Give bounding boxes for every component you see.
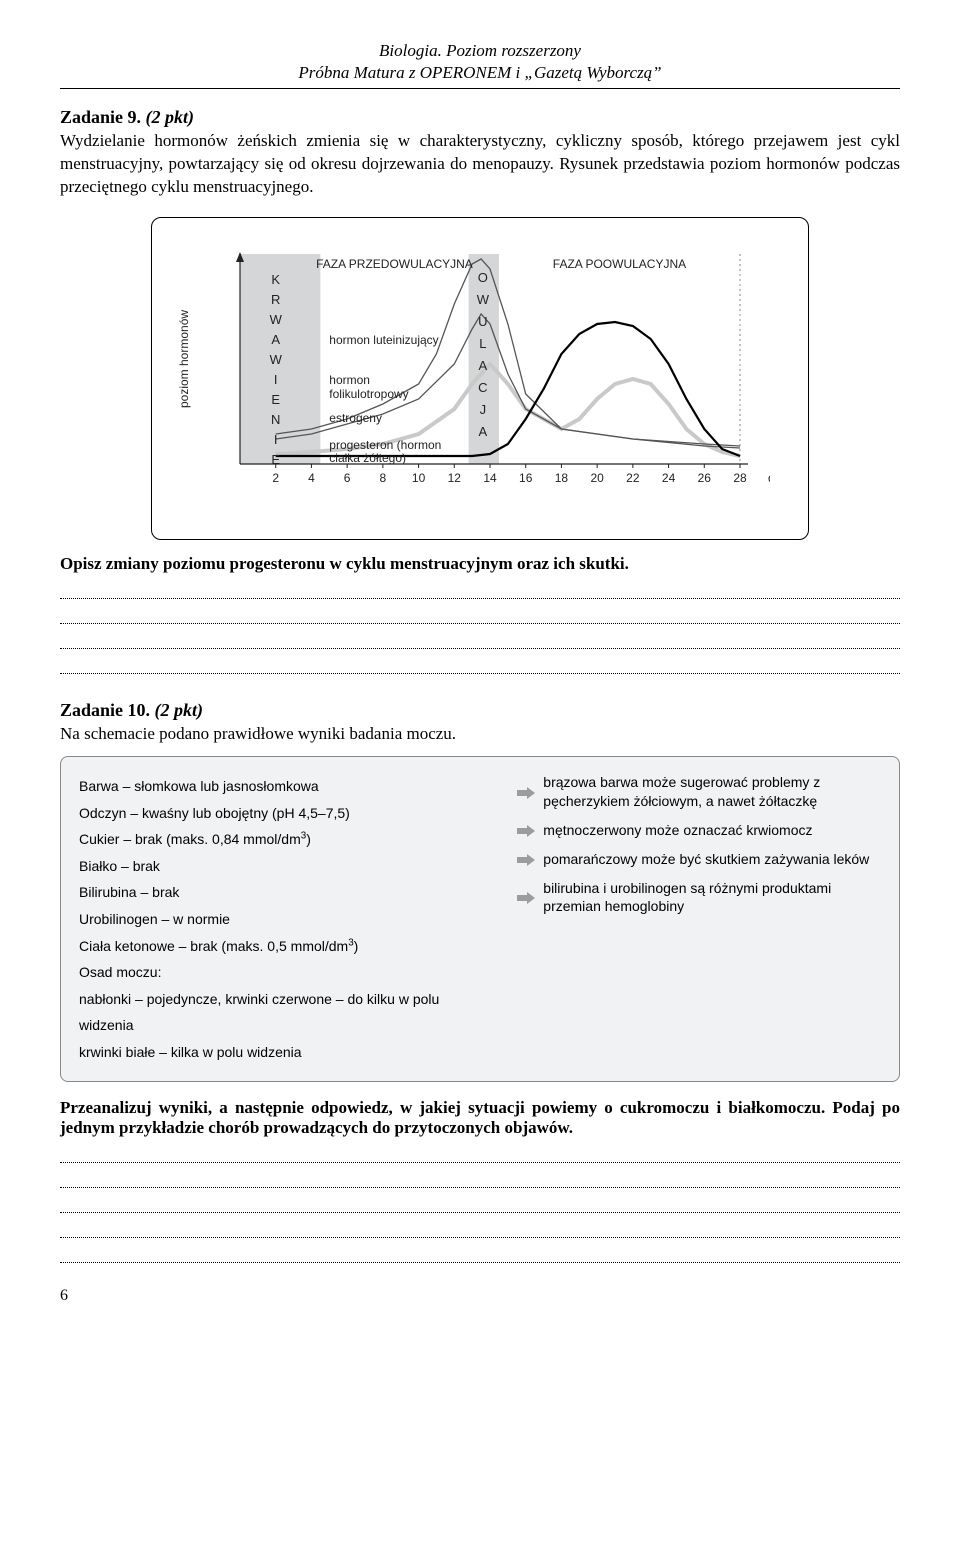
svg-text:FAZA PRZEDOWULACYJNA: FAZA PRZEDOWULACYJNA (316, 257, 473, 271)
answer-line (60, 1144, 900, 1163)
svg-text:progesteron (hormon: progesteron (hormon (329, 438, 441, 452)
urine-note: bilirubina i urobilinogen są różnymi pro… (517, 879, 881, 917)
urine-note-text: bilirubina i urobilinogen są różnymi pro… (543, 879, 881, 917)
task9-title: Zadanie 9. (2 pkt) (60, 107, 900, 128)
urine-right-column: brązowa barwa może sugerować problemy z … (517, 773, 881, 1066)
svg-text:22: 22 (626, 471, 640, 485)
answer-line (60, 1244, 900, 1263)
task9-body: Wydzielanie hormonów żeńskich zmienia si… (60, 130, 900, 199)
task10-title-text: Zadanie 10. (60, 700, 150, 720)
svg-text:W: W (477, 292, 490, 307)
answer-line (60, 1219, 900, 1238)
urine-results-frame: Barwa – słomkowa lub jasnosłomkowaOdczyn… (60, 756, 900, 1083)
answer-line (60, 655, 900, 674)
arrow-right-icon (517, 823, 535, 840)
svg-text:dni cyklu: dni cyklu (768, 471, 770, 485)
svg-text:12: 12 (448, 471, 462, 485)
svg-text:10: 10 (412, 471, 426, 485)
svg-text:14: 14 (483, 471, 497, 485)
svg-text:hormon luteinizujący: hormon luteinizujący (329, 333, 438, 347)
task10-title: Zadanie 10. (2 pkt) (60, 700, 900, 721)
svg-text:A: A (479, 358, 488, 373)
urine-note-text: mętnoczerwony może oznaczać krwiomocz (543, 821, 812, 840)
urine-result-line: Osad moczu: (79, 959, 497, 986)
svg-text:ciałka żółtego): ciałka żółtego) (329, 451, 406, 465)
answer-line (60, 605, 900, 624)
urine-result-line: krwinki białe – kilka w polu widzenia (79, 1039, 497, 1066)
svg-text:folikulotropowy: folikulotropowy (329, 387, 408, 401)
arrow-right-icon (517, 775, 535, 811)
svg-text:2: 2 (272, 471, 279, 485)
svg-text:I: I (274, 432, 278, 447)
svg-text:4: 4 (308, 471, 315, 485)
task10-body: Na schemacie podano prawidłowe wyniki ba… (60, 723, 900, 746)
svg-text:E: E (271, 452, 280, 467)
svg-text:24: 24 (662, 471, 676, 485)
urine-result-line: Bilirubina – brak (79, 879, 497, 906)
answer-line (60, 1194, 900, 1213)
urine-left-column: Barwa – słomkowa lub jasnosłomkowaOdczyn… (79, 773, 497, 1066)
svg-text:I: I (274, 372, 278, 387)
task9-title-text: Zadanie 9. (60, 107, 141, 127)
urine-note-text: brązowa barwa może sugerować problemy z … (543, 773, 881, 811)
urine-result-line: Cukier – brak (maks. 0,84 mmol/dm3) (79, 826, 497, 853)
svg-text:6: 6 (344, 471, 351, 485)
urine-result-line: Odczyn – kwaśny lub obojętny (pH 4,5–7,5… (79, 800, 497, 827)
svg-text:estrogeny: estrogeny (329, 411, 382, 425)
urine-result-line: nabłonki – pojedyncze, krwinki czerwone … (79, 986, 497, 1039)
svg-text:O: O (478, 270, 488, 285)
svg-text:W: W (270, 312, 283, 327)
svg-text:J: J (480, 402, 487, 417)
hormone-chart: 246810121416182022242628dni cyklupoziom … (170, 234, 770, 524)
svg-text:hormon: hormon (329, 373, 370, 387)
urine-note: mętnoczerwony może oznaczać krwiomocz (517, 821, 881, 840)
answer-line (60, 630, 900, 649)
task9-points: (2 pkt) (146, 107, 195, 127)
urine-result-line: Urobilinogen – w normie (79, 906, 497, 933)
svg-text:L: L (479, 336, 486, 351)
svg-text:K: K (271, 272, 280, 287)
svg-text:A: A (271, 332, 280, 347)
header-line-2: Próbna Matura z OPERONEM i „Gazetą Wybor… (60, 62, 900, 84)
svg-text:8: 8 (380, 471, 387, 485)
svg-text:18: 18 (555, 471, 569, 485)
task10-points: (2 pkt) (155, 700, 204, 720)
svg-text:W: W (270, 352, 283, 367)
urine-note: pomarańczowy może być skutkiem zażywania… (517, 850, 881, 869)
svg-text:16: 16 (519, 471, 533, 485)
svg-text:C: C (478, 380, 487, 395)
arrow-right-icon (517, 852, 535, 869)
svg-text:A: A (479, 424, 488, 439)
answer-line (60, 580, 900, 599)
header-line-1: Biologia. Poziom rozszerzony (60, 40, 900, 62)
page-number: 6 (60, 1287, 900, 1305)
urine-result-line: Barwa – słomkowa lub jasnosłomkowa (79, 773, 497, 800)
header-rule (60, 88, 900, 89)
svg-text:R: R (271, 292, 280, 307)
answer-line (60, 1169, 900, 1188)
urine-note-text: pomarańczowy może być skutkiem zażywania… (543, 850, 869, 869)
svg-text:20: 20 (590, 471, 604, 485)
svg-text:N: N (271, 412, 280, 427)
arrow-right-icon (517, 881, 535, 917)
svg-text:FAZA POOWULACYJNA: FAZA POOWULACYJNA (553, 257, 686, 271)
urine-result-line: Białko – brak (79, 853, 497, 880)
svg-text:26: 26 (698, 471, 712, 485)
svg-text:U: U (478, 314, 487, 329)
task9-question: Opisz zmiany poziomu progesteronu w cykl… (60, 554, 900, 574)
svg-text:E: E (271, 392, 280, 407)
urine-note: brązowa barwa może sugerować problemy z … (517, 773, 881, 811)
hormone-chart-frame: 246810121416182022242628dni cyklupoziom … (151, 217, 809, 540)
urine-result-line: Ciała ketonowe – brak (maks. 0,5 mmol/dm… (79, 933, 497, 960)
task10-question: Przeanalizuj wyniki, a następnie odpowie… (60, 1098, 900, 1138)
page-header: Biologia. Poziom rozszerzony Próbna Matu… (60, 40, 900, 84)
svg-text:28: 28 (733, 471, 747, 485)
svg-text:poziom hormonów: poziom hormonów (177, 310, 191, 408)
